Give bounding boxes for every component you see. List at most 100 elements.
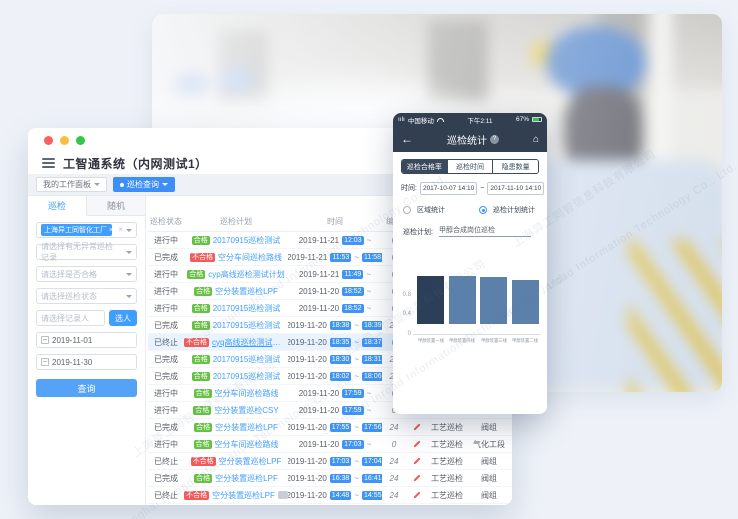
- plan-cell: 合格 空分装置巡检LPF: [184, 473, 288, 484]
- table-row[interactable]: 已完成 合格 空分装置巡检LPF 2019-11-20 17:55 ~17:56 24 工艺巡…: [148, 419, 512, 436]
- start-time-chip: 18:30: [329, 354, 352, 364]
- plan-cell: 合格 空分装置巡检LPF: [184, 422, 288, 433]
- start-time-chip: 16:38: [329, 473, 352, 483]
- plan-link[interactable]: 空分装置巡检LPF: [215, 422, 278, 432]
- end-time-chip: 17:04: [362, 456, 382, 466]
- chevron-down-icon: [126, 250, 132, 254]
- plan-link[interactable]: 空分装置巡检LPF: [215, 473, 278, 483]
- sidebar-tab-inspection[interactable]: 巡检: [28, 196, 87, 216]
- time-cell: 2019-11-20 18:30 ~18:31: [288, 354, 382, 364]
- time-tilde: ~: [354, 252, 359, 262]
- calendar-icon: [41, 336, 49, 344]
- time-cell: 2019-11-20 17:03 ~17:04: [288, 456, 382, 466]
- tab-inspection-query[interactable]: 巡检查询: [113, 177, 175, 192]
- factory-multiselect[interactable]: 上海异工同智化工厂 × ×: [36, 222, 137, 238]
- plan-link[interactable]: cyp高线巡检测试计划: [208, 269, 285, 279]
- plan-link[interactable]: 20170915巡检测试: [212, 354, 281, 364]
- bar[interactable]: [480, 276, 507, 324]
- plan-link[interactable]: cyq高线巡检测试计划: [212, 337, 288, 347]
- status-cell: 已终止: [154, 456, 178, 466]
- start-time-chip: 17:55: [329, 422, 352, 432]
- hamburger-menu-icon[interactable]: [42, 158, 55, 168]
- table-row[interactable]: 已完成 合格 空分装置巡检LPF 2019-11-20 16:38 ~16:41 24 工艺巡…: [148, 470, 512, 487]
- qualified-select[interactable]: 请选择是否合格: [36, 266, 137, 282]
- plan-link[interactable]: 空分车间巡检路线: [214, 388, 279, 398]
- segment-time[interactable]: 巡检时间: [446, 160, 493, 173]
- plan-link[interactable]: 20170915巡检测试: [212, 235, 281, 245]
- segment-hazard-count[interactable]: 隐患数量: [492, 160, 538, 173]
- bar[interactable]: [448, 276, 476, 324]
- segment-pass-rate[interactable]: 巡检合格率: [402, 160, 447, 173]
- plan-link[interactable]: 空分车间巡检路线: [218, 252, 282, 262]
- end-date-input[interactable]: 2019-11-30: [36, 354, 137, 370]
- table-row[interactable]: 进行中 合格 空分车间巡检路线 2019-11-20 17:03 ~0 工艺巡检 气化工段: [148, 436, 512, 453]
- date-label: 2019-11-20: [288, 422, 327, 432]
- sidebar-tab-random[interactable]: 随机: [87, 196, 145, 216]
- count-cell: 24: [389, 490, 399, 500]
- table-row[interactable]: 已终止 不合格 空分装置巡检LPF 2019-11-20 14:48 ~14:55 24 工艺…: [148, 487, 512, 504]
- plan-cell: 合格 20170915巡检测试: [184, 235, 288, 246]
- home-icon[interactable]: ⌂: [532, 133, 539, 145]
- bar[interactable]: [417, 275, 444, 324]
- time-to-input[interactable]: 2017-11-10 14:10: [487, 181, 545, 195]
- tag-close-icon[interactable]: ×: [109, 226, 113, 234]
- pass-rate-bar-chart: 0.8 0.4 0 99%甲醇装置一线97%甲醇装置四线96%甲醇装置三线90%甲醇装…: [399, 244, 541, 344]
- traffic-light-zoom-button[interactable]: [76, 135, 85, 145]
- plan-link[interactable]: 20170915巡检测试: [212, 371, 281, 381]
- plan-link[interactable]: 20170915巡检测试: [212, 303, 281, 313]
- clear-icon[interactable]: ×: [118, 225, 123, 234]
- bar[interactable]: [511, 279, 539, 324]
- plan-link[interactable]: 空分车间巡检路线: [214, 439, 279, 449]
- date-label: 2019-11-20: [298, 439, 340, 449]
- qualified-badge: 合格: [191, 354, 210, 364]
- edit-pencil-icon[interactable]: [413, 474, 421, 482]
- edit-cell: [406, 491, 428, 499]
- traffic-light-minimize-button[interactable]: [60, 135, 69, 145]
- y-axis-tick: 0.4: [402, 311, 411, 318]
- radio-plan-statistics[interactable]: [479, 206, 487, 214]
- back-icon[interactable]: ←: [401, 132, 413, 146]
- edit-pencil-icon[interactable]: [413, 440, 421, 448]
- tab-workspace[interactable]: 我的工作面板: [36, 177, 107, 192]
- search-button[interactable]: 查询: [36, 379, 137, 397]
- status-cell: 已完成: [154, 473, 178, 483]
- time-tilde: ~: [366, 235, 372, 245]
- plan-value-input[interactable]: 甲醇合成岗位巡检: [438, 225, 531, 237]
- tab-strip: 我的工作面板 巡检查询: [28, 174, 512, 196]
- radio-area-statistics[interactable]: [403, 206, 411, 214]
- end-time-chip: 11:58: [362, 252, 382, 262]
- date-label: 2019-11-21: [298, 235, 340, 245]
- start-time-chip: 18:38: [329, 320, 352, 330]
- edit-cell: [406, 423, 428, 431]
- edit-pencil-icon[interactable]: [413, 423, 421, 431]
- plan-link[interactable]: 空分装置巡检LPF: [212, 490, 275, 500]
- edit-pencil-icon[interactable]: [413, 491, 421, 499]
- qualified-badge: 合格: [191, 371, 210, 381]
- start-date-input[interactable]: 2019-11-01: [36, 332, 137, 348]
- pick-person-button[interactable]: 选人: [109, 310, 137, 326]
- plan-link[interactable]: 20170915巡检测试: [212, 320, 281, 330]
- qualified-badge: 合格: [191, 303, 210, 313]
- abnormal-record-select[interactable]: 请选择有无异常巡检记录: [36, 242, 137, 262]
- status-select[interactable]: 请选择巡检状态: [36, 288, 137, 304]
- plan-cell: 不合格 空分车间巡检路线: [184, 252, 288, 263]
- plan-link[interactable]: 空分装置巡检LPF: [215, 286, 278, 296]
- start-time-chip: 18:02: [329, 371, 352, 381]
- recorder-input[interactable]: 请选择记录人: [36, 310, 105, 326]
- edit-pencil-icon[interactable]: [413, 457, 421, 465]
- traffic-light-close-button[interactable]: [44, 135, 53, 145]
- time-tilde: ~: [354, 456, 359, 466]
- start-time-chip: 12:03: [342, 235, 364, 245]
- time-from-input[interactable]: 2017-10-07 14:10: [419, 181, 478, 195]
- start-time-chip: 11:53: [330, 252, 352, 262]
- plan-link[interactable]: 空分装置巡检LPF: [218, 456, 282, 466]
- help-icon[interactable]: ?: [489, 134, 499, 144]
- area-cell: 阀组: [481, 490, 497, 500]
- table-row[interactable]: 已终止 不合格 空分装置巡检LPF 2019-11-20 17:03 ~17:04 24 工艺…: [148, 453, 512, 470]
- plan-link[interactable]: 空分装置巡检CSY: [214, 405, 279, 415]
- qualified-badge: 合格: [194, 286, 213, 296]
- bar-column: 96%甲醇装置三线: [480, 244, 507, 343]
